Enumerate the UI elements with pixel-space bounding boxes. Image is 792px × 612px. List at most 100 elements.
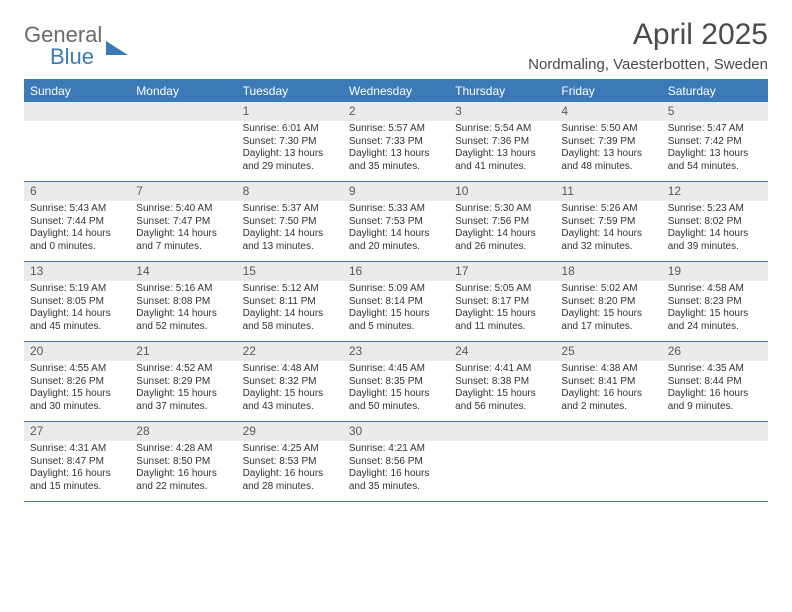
day-cell: 11Sunrise: 5:26 AMSunset: 7:59 PMDayligh…: [555, 182, 661, 261]
daylight-text: Daylight: 14 hours and 52 minutes.: [136, 308, 230, 333]
day-number: 1: [237, 102, 343, 121]
week-row: 27Sunrise: 4:31 AMSunset: 8:47 PMDayligh…: [24, 422, 768, 502]
day-cell: 12Sunrise: 5:23 AMSunset: 8:02 PMDayligh…: [662, 182, 768, 261]
day-number: 22: [237, 342, 343, 361]
day-number: 21: [130, 342, 236, 361]
sunrise-text: Sunrise: 5:57 AM: [349, 123, 443, 136]
daylight-text: Daylight: 15 hours and 17 minutes.: [561, 308, 655, 333]
day-details: Sunrise: 4:25 AMSunset: 8:53 PMDaylight:…: [237, 441, 343, 501]
sunrise-text: Sunrise: 5:26 AM: [561, 203, 655, 216]
sunset-text: Sunset: 7:59 PM: [561, 216, 655, 229]
sunrise-text: Sunrise: 5:54 AM: [455, 123, 549, 136]
day-number: 11: [555, 182, 661, 201]
day-details: Sunrise: 5:23 AMSunset: 8:02 PMDaylight:…: [662, 201, 768, 261]
day-cell: 1Sunrise: 6:01 AMSunset: 7:30 PMDaylight…: [237, 102, 343, 181]
sunrise-text: Sunrise: 4:45 AM: [349, 363, 443, 376]
sunrise-text: Sunrise: 5:23 AM: [668, 203, 762, 216]
day-details: Sunrise: 4:21 AMSunset: 8:56 PMDaylight:…: [343, 441, 449, 501]
sunrise-text: Sunrise: 4:55 AM: [30, 363, 124, 376]
daylight-text: Daylight: 13 hours and 54 minutes.: [668, 148, 762, 173]
sunrise-text: Sunrise: 4:21 AM: [349, 443, 443, 456]
day-number: [449, 422, 555, 441]
sunset-text: Sunset: 8:32 PM: [243, 376, 337, 389]
day-number: [130, 102, 236, 121]
daylight-text: Daylight: 14 hours and 13 minutes.: [243, 228, 337, 253]
day-number: 16: [343, 262, 449, 281]
calendar-grid: Sunday Monday Tuesday Wednesday Thursday…: [24, 79, 768, 502]
day-cell: 29Sunrise: 4:25 AMSunset: 8:53 PMDayligh…: [237, 422, 343, 501]
day-cell: [24, 102, 130, 181]
daylight-text: Daylight: 13 hours and 41 minutes.: [455, 148, 549, 173]
week-row: 6Sunrise: 5:43 AMSunset: 7:44 PMDaylight…: [24, 182, 768, 262]
day-details: [130, 121, 236, 131]
sunrise-text: Sunrise: 5:50 AM: [561, 123, 655, 136]
sunrise-text: Sunrise: 4:35 AM: [668, 363, 762, 376]
day-details: Sunrise: 6:01 AMSunset: 7:30 PMDaylight:…: [237, 121, 343, 181]
day-number: 6: [24, 182, 130, 201]
day-cell: 19Sunrise: 4:58 AMSunset: 8:23 PMDayligh…: [662, 262, 768, 341]
day-number: 19: [662, 262, 768, 281]
sunset-text: Sunset: 7:56 PM: [455, 216, 549, 229]
logo-text-block: General Blue: [24, 22, 102, 70]
day-cell: 22Sunrise: 4:48 AMSunset: 8:32 PMDayligh…: [237, 342, 343, 421]
daylight-text: Daylight: 14 hours and 58 minutes.: [243, 308, 337, 333]
sunset-text: Sunset: 8:41 PM: [561, 376, 655, 389]
day-cell: 2Sunrise: 5:57 AMSunset: 7:33 PMDaylight…: [343, 102, 449, 181]
day-number: 23: [343, 342, 449, 361]
sunset-text: Sunset: 8:29 PM: [136, 376, 230, 389]
sunrise-text: Sunrise: 5:16 AM: [136, 283, 230, 296]
sunset-text: Sunset: 8:47 PM: [30, 456, 124, 469]
day-details: Sunrise: 4:55 AMSunset: 8:26 PMDaylight:…: [24, 361, 130, 421]
day-details: Sunrise: 5:12 AMSunset: 8:11 PMDaylight:…: [237, 281, 343, 341]
sunset-text: Sunset: 7:39 PM: [561, 136, 655, 149]
day-number: 27: [24, 422, 130, 441]
day-number: 2: [343, 102, 449, 121]
daylight-text: Daylight: 14 hours and 39 minutes.: [668, 228, 762, 253]
sunset-text: Sunset: 8:56 PM: [349, 456, 443, 469]
day-cell: 20Sunrise: 4:55 AMSunset: 8:26 PMDayligh…: [24, 342, 130, 421]
sunrise-text: Sunrise: 4:48 AM: [243, 363, 337, 376]
day-cell: [449, 422, 555, 501]
day-cell: 15Sunrise: 5:12 AMSunset: 8:11 PMDayligh…: [237, 262, 343, 341]
day-number: 5: [662, 102, 768, 121]
sunrise-text: Sunrise: 4:38 AM: [561, 363, 655, 376]
daylight-text: Daylight: 15 hours and 37 minutes.: [136, 388, 230, 413]
day-number: 29: [237, 422, 343, 441]
daylight-text: Daylight: 16 hours and 28 minutes.: [243, 468, 337, 493]
day-cell: 14Sunrise: 5:16 AMSunset: 8:08 PMDayligh…: [130, 262, 236, 341]
day-cell: 17Sunrise: 5:05 AMSunset: 8:17 PMDayligh…: [449, 262, 555, 341]
day-details: Sunrise: 4:35 AMSunset: 8:44 PMDaylight:…: [662, 361, 768, 421]
day-details: Sunrise: 4:38 AMSunset: 8:41 PMDaylight:…: [555, 361, 661, 421]
daylight-text: Daylight: 14 hours and 0 minutes.: [30, 228, 124, 253]
day-cell: 4Sunrise: 5:50 AMSunset: 7:39 PMDaylight…: [555, 102, 661, 181]
day-cell: 3Sunrise: 5:54 AMSunset: 7:36 PMDaylight…: [449, 102, 555, 181]
logo-triangle-icon: [106, 41, 128, 55]
dow-friday: Friday: [555, 81, 661, 102]
sunset-text: Sunset: 8:17 PM: [455, 296, 549, 309]
day-details: [662, 441, 768, 451]
week-row: 1Sunrise: 6:01 AMSunset: 7:30 PMDaylight…: [24, 102, 768, 182]
day-number: 12: [662, 182, 768, 201]
sunset-text: Sunset: 7:42 PM: [668, 136, 762, 149]
day-details: Sunrise: 4:41 AMSunset: 8:38 PMDaylight:…: [449, 361, 555, 421]
day-cell: 9Sunrise: 5:33 AMSunset: 7:53 PMDaylight…: [343, 182, 449, 261]
sunset-text: Sunset: 8:14 PM: [349, 296, 443, 309]
day-details: Sunrise: 5:33 AMSunset: 7:53 PMDaylight:…: [343, 201, 449, 261]
day-number: 15: [237, 262, 343, 281]
dow-sunday: Sunday: [24, 81, 130, 102]
logo: General Blue: [24, 22, 128, 70]
calendar-page: General Blue April 2025 Nordmaling, Vaes…: [0, 0, 792, 502]
week-row: 13Sunrise: 5:19 AMSunset: 8:05 PMDayligh…: [24, 262, 768, 342]
sunset-text: Sunset: 8:26 PM: [30, 376, 124, 389]
day-number: 30: [343, 422, 449, 441]
sunset-text: Sunset: 7:44 PM: [30, 216, 124, 229]
day-number: 20: [24, 342, 130, 361]
day-cell: [662, 422, 768, 501]
day-details: Sunrise: 4:52 AMSunset: 8:29 PMDaylight:…: [130, 361, 236, 421]
week-row: 20Sunrise: 4:55 AMSunset: 8:26 PMDayligh…: [24, 342, 768, 422]
sunrise-text: Sunrise: 5:33 AM: [349, 203, 443, 216]
day-number: 13: [24, 262, 130, 281]
day-details: [555, 441, 661, 451]
daylight-text: Daylight: 16 hours and 22 minutes.: [136, 468, 230, 493]
day-cell: 10Sunrise: 5:30 AMSunset: 7:56 PMDayligh…: [449, 182, 555, 261]
